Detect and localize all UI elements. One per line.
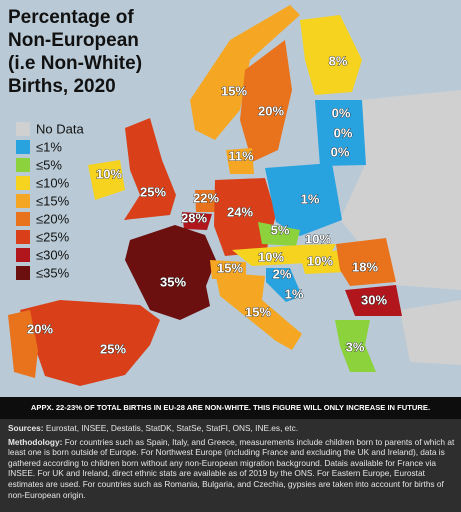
country-label: 25%: [140, 184, 166, 199]
legend: No Data ≤1% ≤5% ≤10% ≤15% ≤20% ≤25% ≤30% ≤35%: [16, 121, 84, 280]
country-label: 15%: [245, 304, 271, 319]
finland: [300, 15, 362, 95]
footer: Sources: Eurostat, INSEE, Destatis, Stat…: [8, 423, 456, 503]
ireland: [88, 160, 125, 200]
title-line: Non-European: [8, 30, 139, 51]
greece: [335, 320, 376, 372]
country-label: 25%: [100, 341, 126, 356]
country-label: 10%: [305, 231, 331, 246]
netherlands: [195, 190, 217, 212]
banner: APPX. 22-23% OF TOTAL BIRTHS IN EU-28 AR…: [0, 397, 461, 419]
romania: [336, 238, 396, 286]
country-label: 35%: [160, 274, 186, 289]
sweden: [240, 40, 292, 162]
legend-swatch: [16, 248, 30, 262]
uk: [124, 118, 176, 220]
sources-text: Eurostat, INSEE, Destatis, StatDK, StatS…: [45, 423, 299, 433]
map-labels: 8% 15% 20% 0% 0% 0% 11% 10% 25% 1% 22% 24% 28% 5% 10% 1…: [27, 53, 388, 357]
country-label: 10%: [258, 249, 284, 264]
country-label: 0%: [332, 105, 351, 120]
legend-label: ≤15%: [36, 193, 70, 208]
title-line: Births, 2020: [8, 76, 116, 97]
country-label: 10%: [96, 166, 122, 181]
legend-label: ≤1%: [36, 139, 62, 154]
country-label: 22%: [193, 190, 219, 205]
spain: [20, 300, 160, 386]
bulgaria: [345, 285, 402, 316]
country-label: 28%: [181, 210, 207, 225]
country-label: 10%: [307, 253, 333, 268]
legend-label: ≤30%: [36, 247, 70, 262]
belgium: [182, 212, 212, 230]
country-label: 24%: [227, 204, 253, 219]
country-label: 3%: [346, 339, 365, 354]
legend-swatch: [16, 194, 30, 208]
country-label: 15%: [221, 83, 247, 98]
legend-label: ≤35%: [36, 265, 70, 280]
legend-label: ≤5%: [36, 157, 62, 172]
title: Percentage of Non-European (i.e Non-Whit…: [8, 7, 142, 97]
country-label: 30%: [361, 292, 387, 307]
legend-swatch: [16, 176, 30, 190]
methodology-heading: Methodology:: [8, 436, 63, 447]
country-label: 2%: [273, 266, 292, 281]
no-data-land: [400, 300, 461, 365]
sources-heading: Sources:: [8, 423, 44, 433]
title-line: Percentage of: [8, 7, 134, 28]
legend-label: ≤10%: [36, 175, 70, 190]
legend-label: ≤20%: [36, 211, 70, 226]
legend-swatch: [16, 158, 30, 172]
country-label: 15%: [217, 260, 243, 275]
czechia: [258, 222, 300, 246]
country-label: 20%: [27, 321, 53, 336]
baltics: [315, 100, 366, 166]
legend-label: ≤25%: [36, 229, 70, 244]
country-label: 18%: [352, 259, 378, 274]
legend-swatch: [16, 212, 30, 226]
methodology: Methodology: For countries such as Spain…: [8, 437, 456, 501]
methodology-text: For countries such as Spain, Italy, and …: [8, 436, 455, 500]
country-label: 1%: [301, 191, 320, 206]
country-label: 1%: [285, 286, 304, 301]
germany: [214, 178, 276, 256]
sources: Sources: Eurostat, INSEE, Destatis, Stat…: [8, 423, 456, 434]
legend-swatch: [16, 122, 30, 136]
country-label: 8%: [329, 53, 348, 68]
country-label: 11%: [228, 148, 254, 163]
title-line: (i.e Non-White): [8, 53, 142, 74]
legend-swatch: [16, 266, 30, 280]
country-label: 0%: [331, 144, 350, 159]
country-label: 5%: [271, 222, 290, 237]
denmark: [226, 148, 254, 174]
legend-label: No Data: [36, 121, 84, 136]
france: [125, 225, 216, 320]
italy: [215, 272, 302, 350]
balkans: [266, 268, 302, 302]
hungary: [300, 250, 346, 274]
country-label: 0%: [334, 125, 353, 140]
legend-swatch: [16, 230, 30, 244]
poland: [265, 163, 342, 236]
country-label: 20%: [258, 103, 284, 118]
legend-swatch: [16, 140, 30, 154]
portugal: [8, 310, 38, 378]
map: Percentage of Non-European (i.e Non-Whit…: [0, 0, 461, 397]
